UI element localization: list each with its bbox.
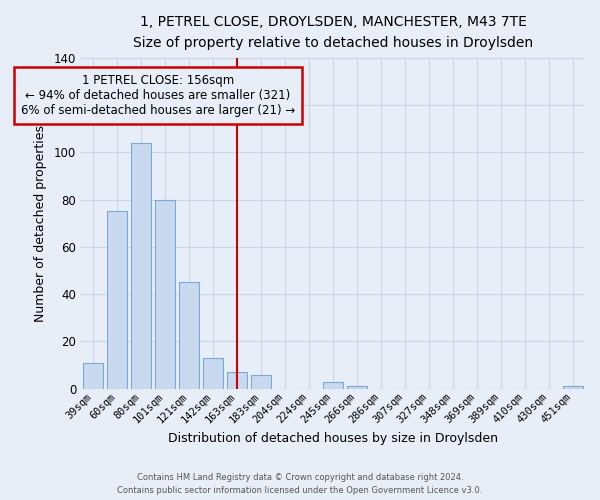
Text: 1 PETREL CLOSE: 156sqm
← 94% of detached houses are smaller (321)
6% of semi-det: 1 PETREL CLOSE: 156sqm ← 94% of detached… [21, 74, 295, 118]
Y-axis label: Number of detached properties: Number of detached properties [34, 124, 47, 322]
Bar [83, 362, 103, 388]
Bar [107, 212, 127, 388]
Bar [227, 372, 247, 388]
Bar [179, 282, 199, 389]
Bar [323, 382, 343, 388]
Bar [563, 386, 583, 388]
Bar [155, 200, 175, 388]
Bar [131, 143, 151, 388]
Bar [203, 358, 223, 388]
Bar [251, 374, 271, 388]
Title: 1, PETREL CLOSE, DROYLSDEN, MANCHESTER, M43 7TE
Size of property relative to det: 1, PETREL CLOSE, DROYLSDEN, MANCHESTER, … [133, 15, 533, 50]
X-axis label: Distribution of detached houses by size in Droylsden: Distribution of detached houses by size … [168, 432, 498, 445]
Bar [347, 386, 367, 388]
Text: Contains HM Land Registry data © Crown copyright and database right 2024.
Contai: Contains HM Land Registry data © Crown c… [118, 474, 482, 495]
